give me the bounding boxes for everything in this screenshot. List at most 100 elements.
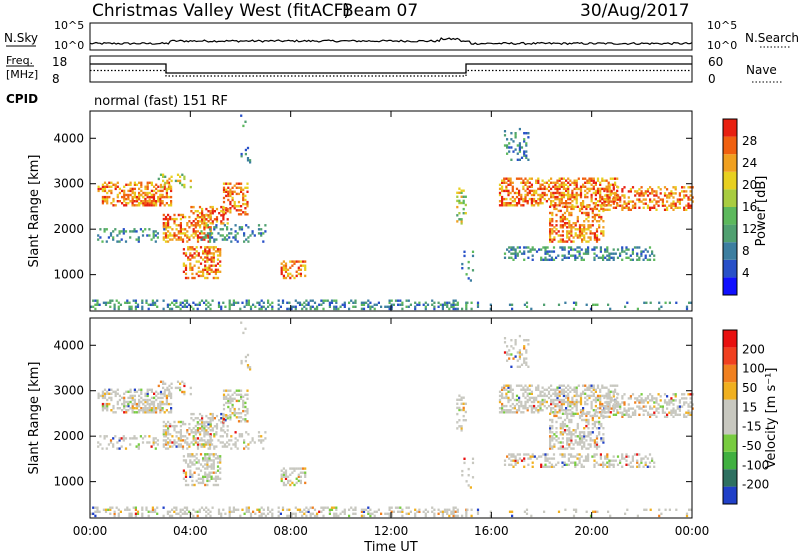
power-cell [537, 193, 540, 197]
velocity-cell [288, 508, 291, 511]
velocity-cell [535, 409, 538, 412]
velocity-cell [575, 390, 578, 393]
velocity-cell [539, 407, 542, 410]
power-cell [246, 182, 249, 185]
velocity-cell [510, 353, 513, 356]
velocity-cell [125, 411, 128, 414]
velocity-cell [441, 512, 444, 515]
velocity-cell [204, 441, 207, 444]
power-cell [670, 190, 673, 193]
velocity-cell [219, 471, 222, 474]
power-cell [522, 185, 525, 188]
velocity-cell [571, 398, 574, 402]
power-cell [554, 181, 557, 184]
power-cell [552, 258, 556, 261]
velocity-cell [214, 477, 217, 480]
velocity-cell [611, 384, 615, 387]
power-cell [311, 305, 314, 308]
power-cell [244, 120, 247, 123]
power-cell [589, 230, 592, 233]
velocity-cell [335, 508, 338, 511]
velocity-cell [621, 401, 624, 404]
velocity-cell [539, 390, 542, 393]
power-cell [687, 186, 690, 189]
velocity-cell [249, 512, 253, 515]
velocity-cell [103, 402, 107, 406]
x-tick-label: 00:00 [73, 524, 108, 538]
power-cell [109, 305, 112, 308]
power-cell [561, 217, 564, 221]
velocity-cell [234, 443, 237, 446]
power-cell [576, 220, 579, 223]
velocity-cell [426, 510, 430, 513]
power-cell [190, 224, 193, 227]
power-cell [205, 218, 208, 221]
power-cell [616, 248, 620, 251]
velocity-cell [593, 414, 596, 418]
power-cell [555, 207, 558, 211]
power-cell [508, 303, 512, 306]
velocity-cell [631, 457, 634, 460]
power-cell [324, 299, 327, 302]
power-cell [606, 248, 609, 251]
velocity-cell [206, 479, 209, 483]
power-cell [471, 250, 475, 253]
power-cell [661, 200, 664, 203]
power-cell [240, 155, 243, 158]
velocity-cell [659, 405, 662, 408]
power-cell [646, 258, 649, 261]
velocity-cell [589, 443, 592, 446]
power-cell [653, 190, 656, 193]
velocity-cell [530, 384, 533, 387]
velocity-cell [687, 413, 690, 416]
power-cell [161, 193, 164, 197]
velocity-cell [208, 447, 212, 450]
velocity-cell [116, 388, 119, 391]
velocity-cell [212, 455, 215, 458]
power-cell [148, 191, 151, 195]
power-cell [555, 228, 558, 231]
velocity-cell [246, 393, 249, 396]
velocity-cell [458, 425, 461, 428]
power-cell [606, 188, 609, 191]
power-cell [634, 204, 637, 207]
velocity-cell [229, 397, 232, 400]
velocity-cell [535, 388, 538, 391]
velocity-cell [601, 409, 604, 412]
date-title: 30/Aug/2017 [580, 1, 690, 21]
power-cell [559, 240, 562, 243]
power-cell [206, 266, 209, 269]
velocity-cell [515, 394, 519, 398]
velocity-cell [503, 411, 506, 414]
velocity-cell [515, 398, 519, 402]
velocity-cell [564, 508, 567, 511]
velocity-cell [558, 404, 561, 408]
velocity-cell [237, 420, 241, 423]
power-cell [289, 272, 292, 276]
power-cell [162, 217, 165, 221]
colorbar-swatch [723, 434, 737, 452]
power-cell [666, 194, 669, 197]
velocity-cell [604, 415, 607, 418]
power-cell [640, 200, 643, 203]
power-cell [121, 195, 124, 199]
power-cell [659, 192, 662, 195]
power-cell [666, 208, 669, 211]
velocity-cell [244, 401, 247, 405]
power-cell [581, 224, 584, 227]
power-cell [588, 179, 591, 182]
velocity-cell [636, 453, 639, 456]
power-cell [237, 209, 241, 212]
velocity-cell [514, 343, 517, 346]
velocity-cell [122, 435, 125, 438]
velocity-cell [471, 457, 475, 460]
power-cell [194, 222, 197, 225]
power-cell [284, 268, 288, 271]
power-cell [608, 256, 611, 259]
velocity-cell [201, 425, 204, 428]
velocity-cell [207, 417, 210, 420]
power-cell [241, 301, 244, 304]
velocity-cell [464, 410, 467, 414]
velocity-cell [155, 409, 158, 412]
power-cell [119, 303, 122, 306]
